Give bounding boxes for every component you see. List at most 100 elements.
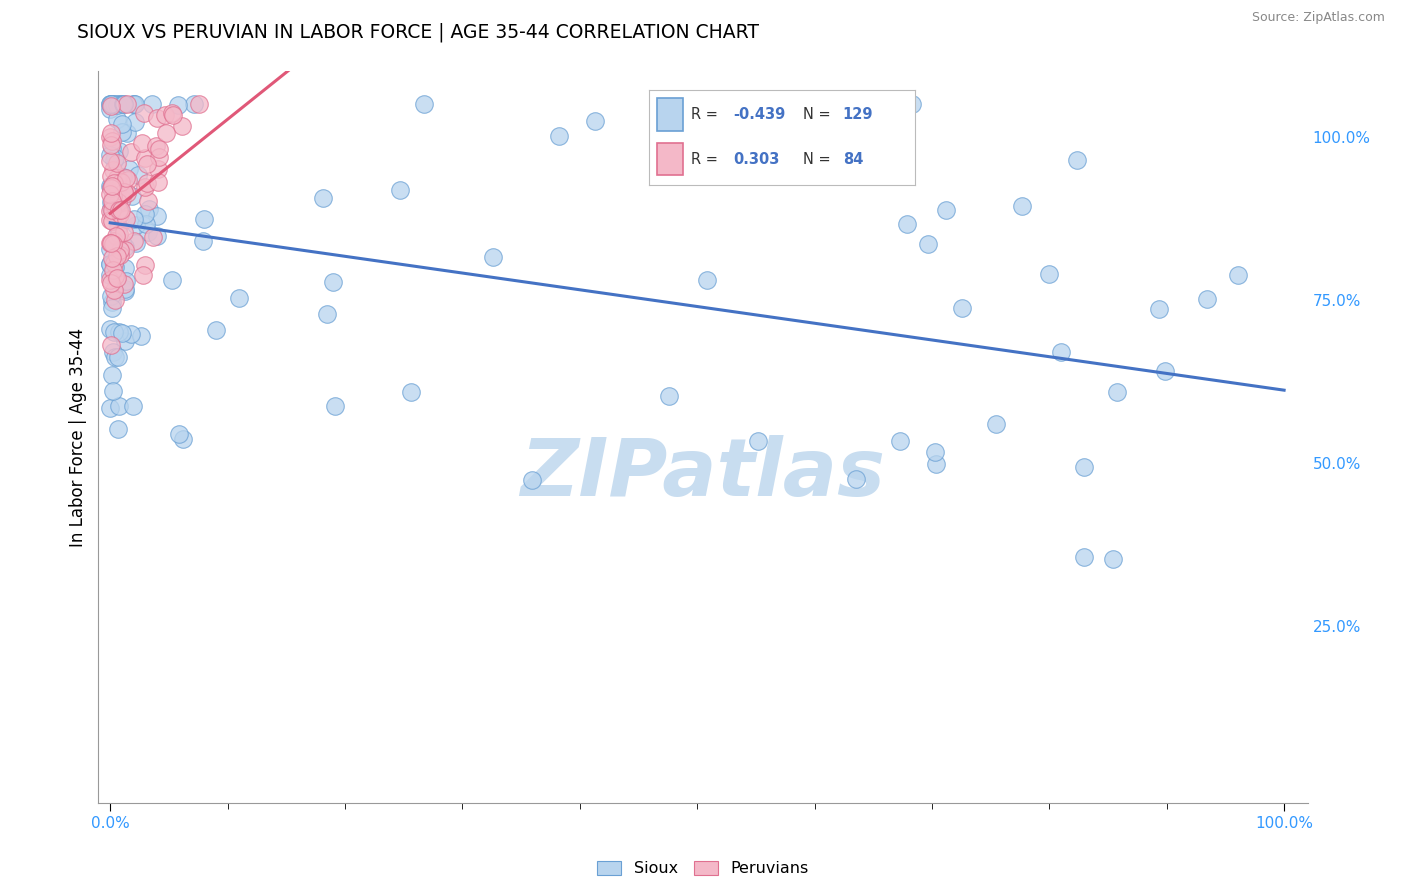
Text: ZIPatlas: ZIPatlas [520,434,886,513]
Point [101,194,124,209]
Point [111,125,134,139]
Point [124,115,146,129]
Point [112,225,135,239]
Point [107,202,129,217]
Point [100,204,122,219]
Point [101,384,124,399]
Point [107,221,129,235]
Point [148,142,170,156]
Point [103,153,125,168]
Point [100,126,122,140]
Point [108,202,131,217]
Point [101,141,124,155]
Point [1038,267,1060,281]
Point [101,214,124,228]
Point [114,334,136,348]
Point [889,434,911,448]
Point [1105,384,1128,399]
Point [107,422,129,436]
Point [114,97,136,112]
Point [110,207,132,221]
Point [98,321,121,335]
Point [101,194,124,209]
Point [162,106,184,120]
Point [114,240,136,254]
Point [131,136,153,150]
Point [129,328,152,343]
Point [1153,364,1175,378]
Point [100,206,122,220]
Point [110,202,132,217]
Point [522,473,544,487]
Point [100,99,122,113]
Point [1195,293,1218,307]
Point [103,177,125,191]
Point [399,385,422,400]
Point [148,150,170,164]
Point [112,185,135,199]
Point [1050,344,1073,359]
Point [105,270,128,285]
Point [117,173,139,187]
Point [103,269,125,284]
Point [100,195,122,210]
Point [105,98,128,112]
Point [845,472,868,486]
Point [98,148,121,162]
Point [747,434,769,449]
Point [103,163,125,178]
Y-axis label: In Labor Force | Age 35-44: In Labor Force | Age 35-44 [69,327,87,547]
Point [167,98,190,112]
Point [101,255,124,269]
Point [105,170,128,185]
Point [114,274,136,288]
Point [98,243,121,257]
Point [105,185,128,199]
Point [160,273,183,287]
Point [107,170,129,185]
Point [101,197,124,211]
Point [950,301,973,316]
Point [104,182,127,196]
Point [101,179,124,194]
Point [315,307,337,321]
Point [121,97,143,112]
Point [100,202,122,217]
Point [110,117,132,131]
Point [127,168,149,182]
Point [105,156,128,170]
Point [105,229,128,244]
Point [98,153,121,168]
Point [108,97,131,112]
Point [111,184,134,198]
Point [112,277,135,292]
Point [100,276,122,290]
Point [312,191,335,205]
Point [103,344,125,359]
Point [100,251,122,265]
Point [900,97,922,112]
Point [98,273,121,287]
Point [984,417,1007,432]
Point [136,157,159,171]
Point [111,235,134,249]
Point [100,294,122,309]
Point [103,234,125,248]
Point [935,202,957,217]
Point [148,161,170,176]
Point [101,301,124,316]
Point [114,171,136,186]
Point [101,263,124,277]
Point [98,268,121,282]
Point [1101,551,1123,566]
Point [100,235,122,250]
Point [323,399,346,413]
Point [108,244,131,258]
Point [1073,549,1095,564]
Point [101,194,124,208]
Point [111,193,134,207]
Point [100,289,122,303]
Point [193,212,215,227]
Point [101,134,124,148]
Point [104,293,127,308]
